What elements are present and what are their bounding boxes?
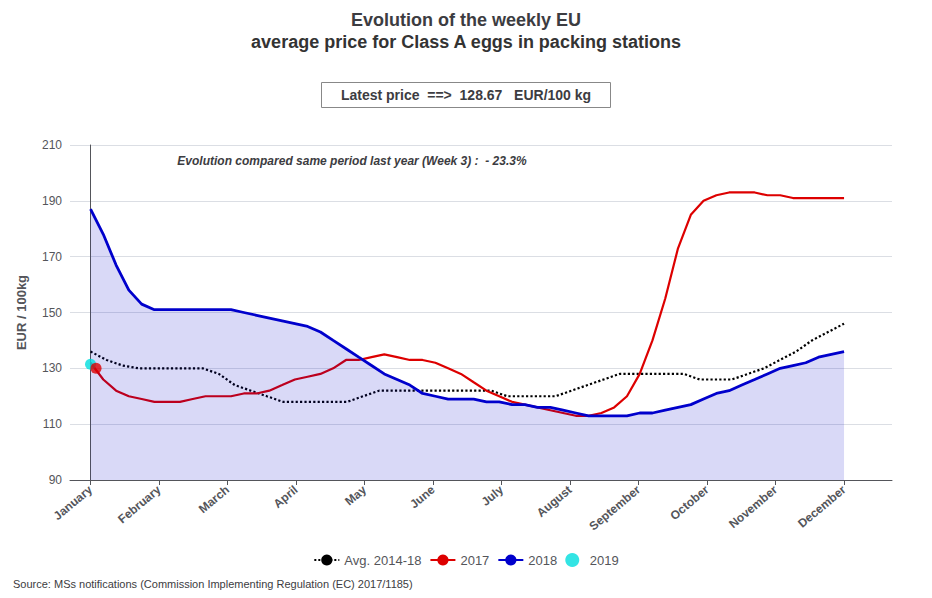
svg-text:170: 170 — [42, 250, 62, 264]
svg-text:June: June — [407, 482, 438, 511]
svg-text:May: May — [342, 482, 369, 508]
svg-text:110: 110 — [43, 417, 62, 431]
svg-text:2017: 2017 — [460, 553, 489, 568]
svg-text:150: 150 — [42, 306, 62, 320]
svg-text:Avg. 2014-18: Avg. 2014-18 — [344, 553, 421, 568]
svg-text:2019: 2019 — [590, 553, 619, 568]
svg-text:February: February — [115, 482, 164, 526]
svg-text:November: November — [726, 482, 780, 531]
svg-text:average price for Class A eggs: average price for Class A eggs in packin… — [251, 32, 681, 52]
svg-text:EUR / 100kg: EUR / 100kg — [14, 275, 29, 350]
svg-text:September: September — [587, 482, 644, 533]
svg-text:190: 190 — [42, 194, 62, 208]
svg-text:December: December — [795, 482, 849, 530]
svg-text:April: April — [271, 483, 301, 511]
svg-text:90: 90 — [49, 473, 63, 487]
svg-text:January: January — [51, 482, 96, 523]
svg-text:Latest price ==> 128.67 EU: Latest price ==> 128.67 EUR/100 kg — [341, 87, 591, 103]
svg-text:210: 210 — [42, 138, 62, 152]
svg-text:July: July — [479, 482, 507, 508]
svg-text:October: October — [667, 482, 711, 523]
svg-text:130: 130 — [42, 361, 62, 375]
svg-text:Evolution compared same period: Evolution compared same period last year… — [177, 154, 527, 168]
svg-text:2018: 2018 — [528, 553, 557, 568]
svg-text:March: March — [196, 483, 232, 516]
svg-text:Evolution of the weekly EU: Evolution of the weekly EU — [351, 10, 581, 30]
svg-text:August: August — [534, 483, 575, 520]
svg-text:Source: MSs notifications (Com: Source: MSs notifications (Commission Im… — [13, 578, 413, 590]
